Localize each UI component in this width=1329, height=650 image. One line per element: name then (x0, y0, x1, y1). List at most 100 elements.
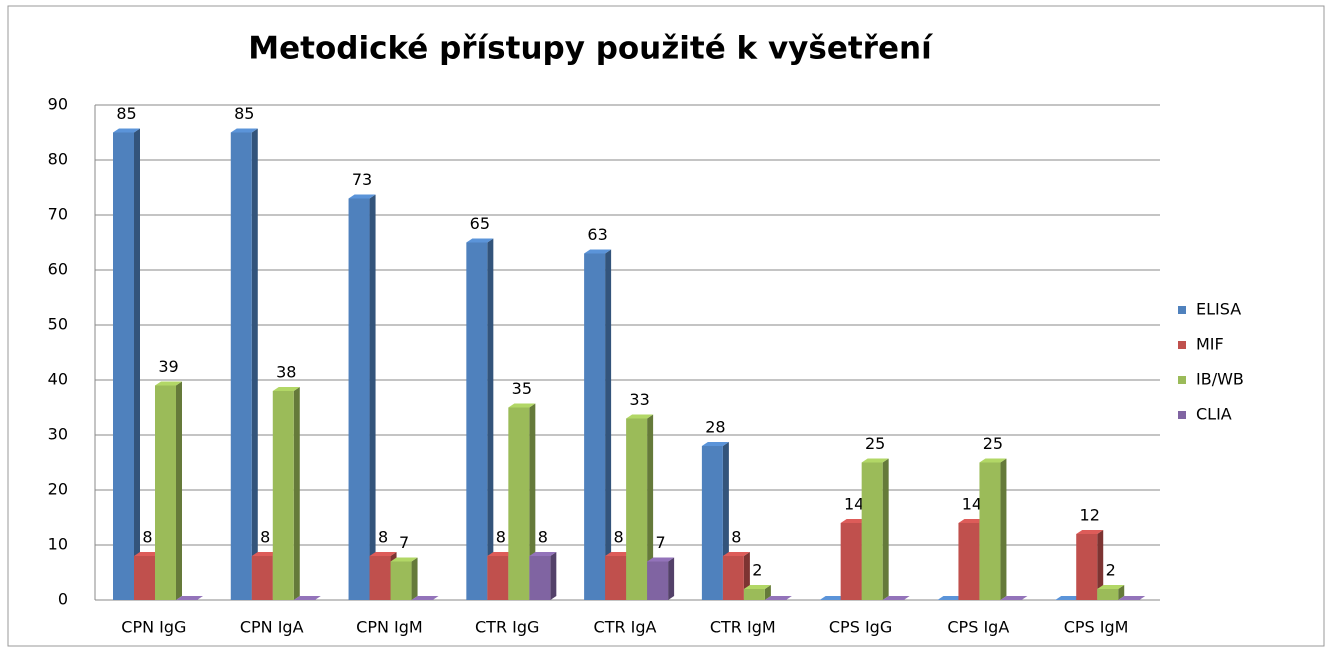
bar-top (293, 596, 321, 600)
data-label: 85 (234, 104, 254, 123)
x-tick-label: CPS IgA (947, 618, 1009, 637)
bar (1097, 589, 1119, 600)
bar-top (508, 403, 536, 408)
bar-top (230, 128, 258, 133)
bar-top (647, 557, 675, 562)
y-tick-label: 50 (48, 315, 68, 334)
bar-side (411, 557, 418, 600)
bar (390, 561, 412, 600)
data-label: 8 (378, 528, 388, 547)
legend-swatch (1178, 376, 1186, 384)
data-label: 14 (962, 495, 982, 514)
bar-side (1097, 530, 1104, 600)
y-tick-label: 60 (48, 260, 68, 279)
bar-side (764, 585, 771, 600)
x-tick-label: CTR IgM (710, 618, 776, 637)
data-label: 8 (142, 528, 152, 547)
y-tick-label: 0 (58, 590, 68, 609)
bar-top (529, 552, 557, 556)
x-tick-label: CTR IgG (475, 618, 539, 637)
bar-top (937, 596, 965, 600)
y-tick-label: 80 (48, 150, 68, 169)
data-label: 39 (158, 357, 178, 376)
bar-top (1055, 596, 1083, 600)
legend-label: IB/WB (1196, 370, 1244, 389)
bar-top (958, 519, 986, 523)
x-tick-label: CPN IgG (121, 618, 186, 637)
bar (466, 242, 488, 600)
bar-side (668, 557, 675, 600)
bar (958, 523, 980, 600)
bar-side (605, 249, 612, 600)
data-label: 12 (1080, 506, 1100, 525)
bar-side (550, 552, 557, 600)
y-tick-label: 90 (48, 95, 68, 114)
bar-top (466, 238, 494, 243)
bar (155, 385, 176, 600)
legend-label: ELISA (1196, 300, 1241, 319)
bar-top (743, 585, 771, 589)
bar-top (840, 519, 868, 523)
bar-top (861, 458, 889, 463)
data-label: 63 (587, 225, 607, 244)
bar (1076, 534, 1098, 600)
data-label: 8 (496, 528, 506, 547)
legend-swatch (1178, 411, 1186, 419)
legend-label: CLIA (1196, 405, 1232, 424)
bar-top (134, 552, 161, 556)
data-label: 25 (983, 434, 1003, 453)
x-tick-label: CPS IgM (1064, 618, 1129, 637)
y-tick-label: 40 (48, 370, 68, 389)
bar (743, 589, 765, 600)
bar-top (605, 552, 633, 556)
bar-top (411, 596, 439, 600)
bar-side (1000, 458, 1007, 600)
bar-side (176, 381, 182, 600)
data-label: 8 (614, 528, 624, 547)
bar-top (701, 442, 729, 446)
data-label: 28 (705, 418, 725, 437)
y-tick-label: 30 (48, 425, 68, 444)
bar (113, 132, 134, 600)
bar-top (251, 552, 279, 556)
bar-side (647, 414, 654, 600)
bar-top (584, 249, 612, 254)
bar (272, 391, 294, 600)
x-tick-label: CTR IgA (594, 618, 657, 637)
bar (508, 407, 530, 600)
x-tick-label: CPS IgG (829, 618, 892, 637)
bar (348, 198, 370, 600)
data-label: 65 (470, 214, 490, 233)
bar (369, 556, 391, 600)
data-label: 33 (629, 390, 649, 409)
legend-swatch (1178, 306, 1186, 314)
bar-side (251, 128, 258, 600)
bar (701, 446, 723, 600)
bar (979, 462, 1001, 600)
bar (134, 556, 155, 600)
bar-top (764, 596, 792, 600)
bar (529, 556, 551, 600)
bar-side (882, 458, 889, 600)
bar (605, 556, 627, 600)
bar (230, 132, 252, 600)
legend-label: MIF (1196, 335, 1224, 354)
legend-swatch (1178, 341, 1186, 349)
chart-title: Metodické přístupy použité k vyšetření (248, 31, 933, 67)
x-tick-label: CPN IgM (356, 618, 423, 637)
bar (626, 418, 648, 600)
bar-top (272, 387, 300, 391)
bar-top (1000, 596, 1028, 600)
frame (7, 5, 1325, 647)
bar-top (176, 596, 203, 600)
bar-top (1076, 530, 1104, 534)
bar-top (979, 458, 1007, 463)
data-label: 35 (512, 379, 532, 398)
bar-side (134, 128, 140, 600)
bar-top (113, 128, 140, 133)
bar-side (369, 194, 376, 600)
data-label: 8 (538, 528, 548, 547)
bar (722, 556, 744, 600)
data-label: 2 (1106, 561, 1116, 580)
